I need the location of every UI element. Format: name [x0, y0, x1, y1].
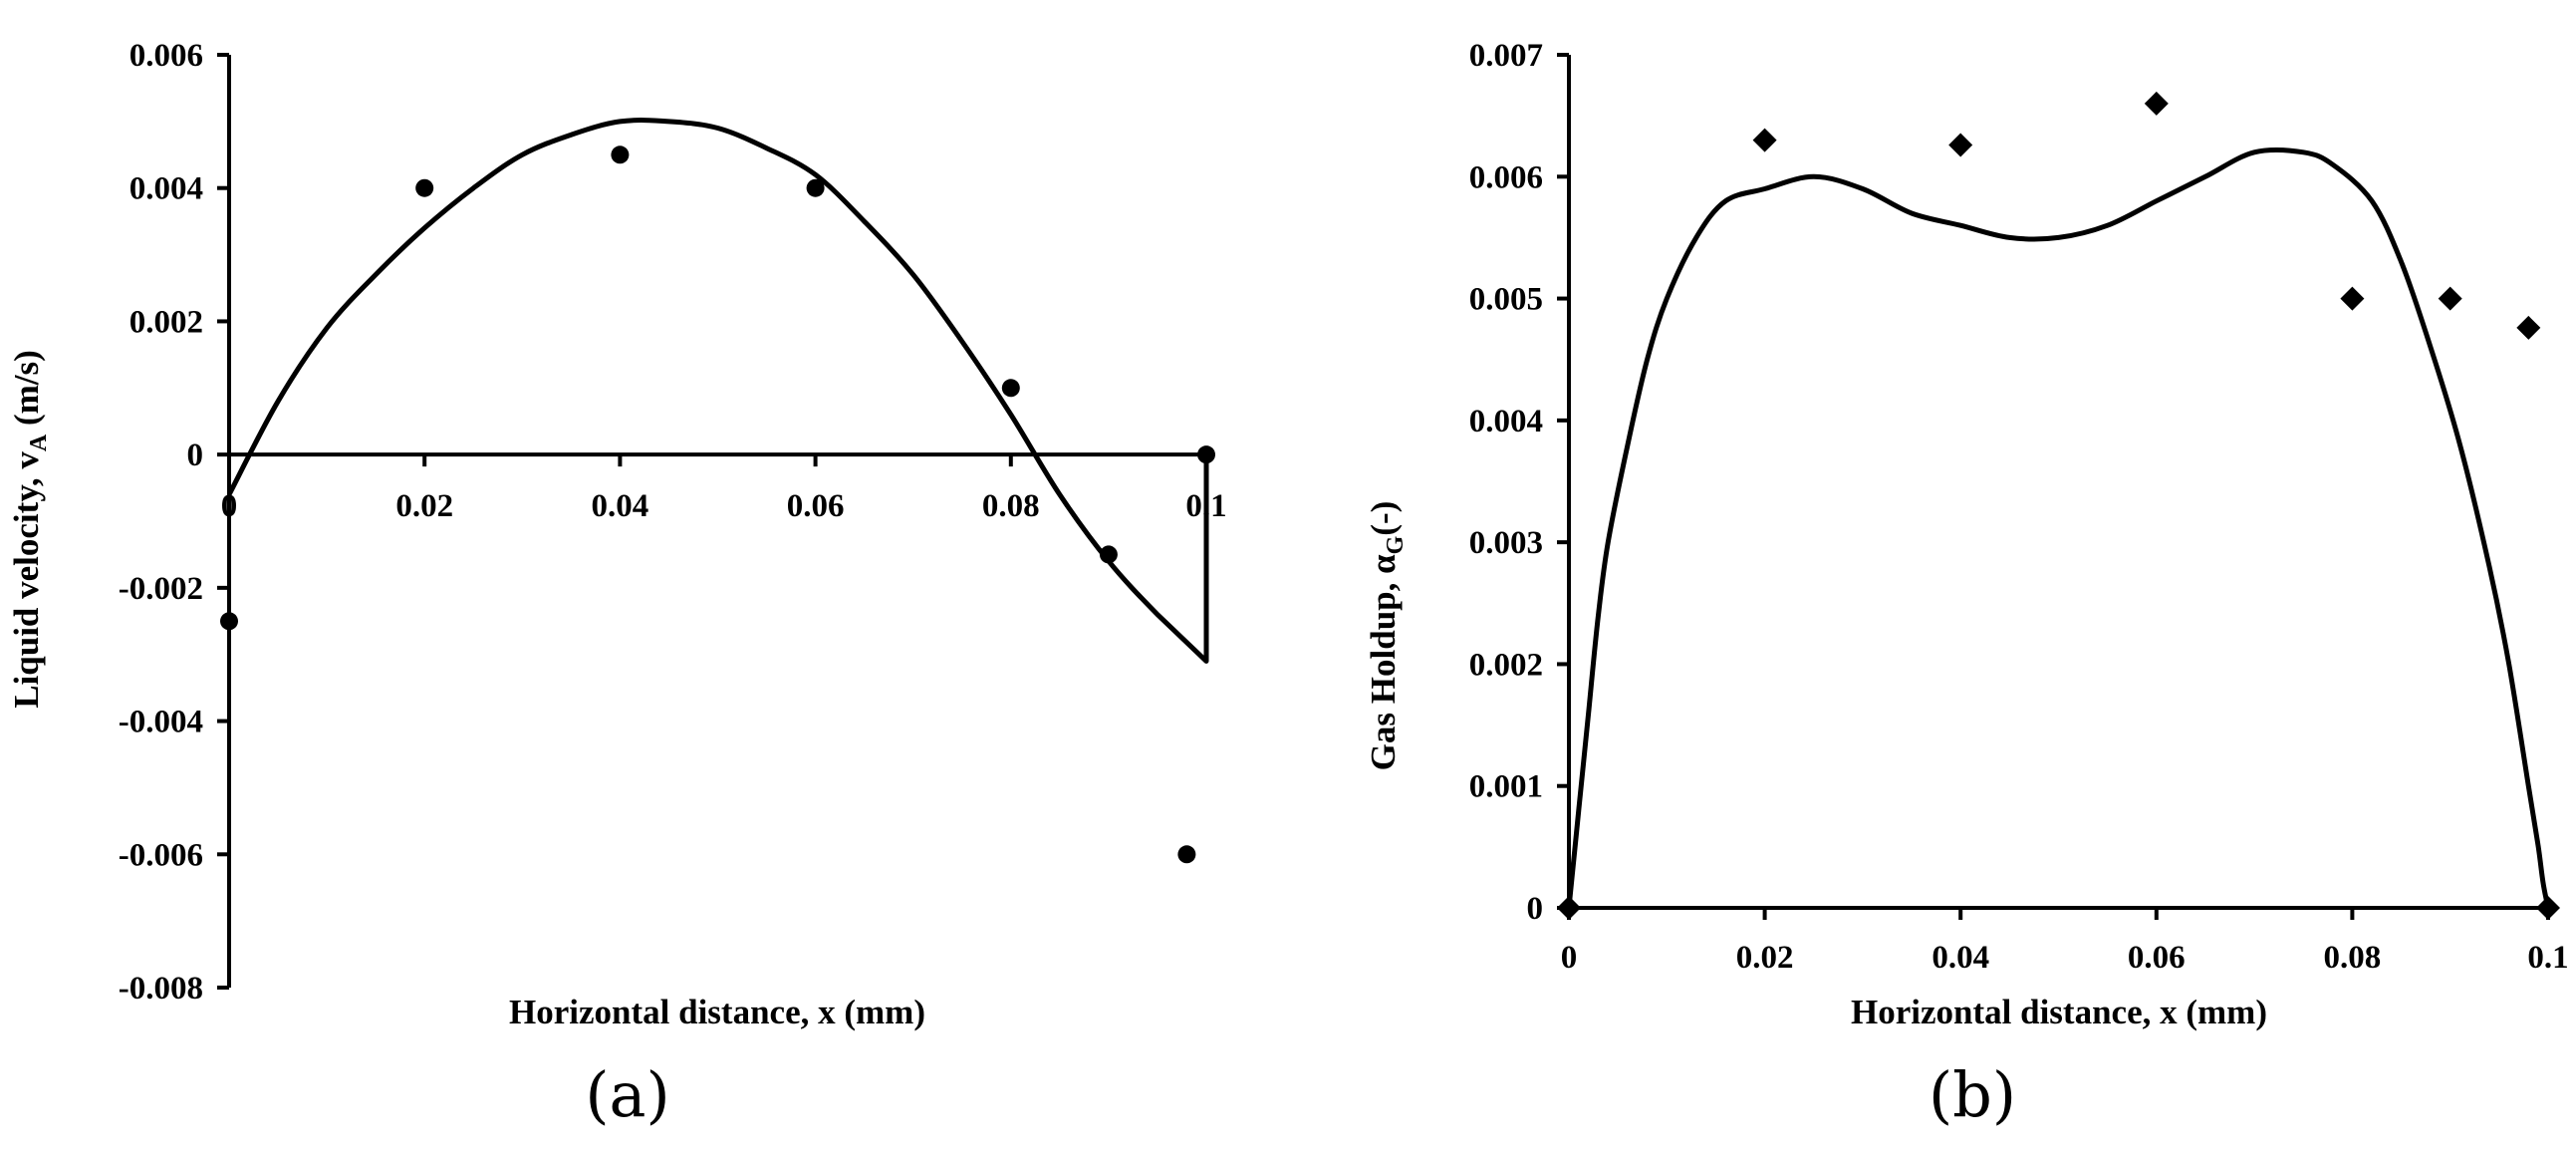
y-tick-label: 0.006	[129, 38, 203, 74]
chart-a-axes	[217, 53, 1208, 990]
data-point-diamond	[2516, 315, 2541, 340]
x-tick-label: 0.04	[592, 488, 649, 524]
chart-b-y-axis-label: Gas Holdup, αG(-)	[1364, 501, 1409, 771]
data-point-circle	[1001, 379, 1020, 398]
y-tick-label: -0.004	[119, 705, 203, 740]
data-point-diamond	[1948, 133, 1973, 157]
data-point-circle	[611, 145, 630, 164]
y-tick-label: 0.003	[1469, 525, 1543, 561]
x-tick-label: 0.02	[395, 488, 453, 524]
chart-a-x-axis-label: Horizontal distance, x (mm)	[509, 993, 925, 1031]
y-tick-label: 0	[187, 437, 204, 473]
y-tick-label: 0.006	[1469, 159, 1543, 195]
x-tick-label: 0	[1561, 940, 1578, 976]
data-point-diamond	[2438, 286, 2462, 311]
chart-a-y-axis-label: Liquid velocity, vA (m/s)	[7, 350, 52, 709]
x-tick-label: 0.06	[2128, 940, 2186, 976]
data-point-circle	[415, 178, 434, 197]
y-tick-label: -0.006	[119, 837, 203, 873]
chart-a-liquid-velocity: 0.006 0.004 0.002 0 -0.002 -0.004 -0.006 -0.008…	[7, 38, 1227, 1131]
chart-a-fit-curve	[226, 118, 1209, 664]
y-tick-label: 0	[1527, 891, 1544, 927]
y-tick-label: 0.004	[129, 171, 203, 207]
x-tick-label: 0.06	[787, 488, 845, 524]
y-tick-label: 0.001	[1469, 769, 1543, 805]
y-tick-label: 0.002	[129, 304, 203, 340]
panel-label-a: (a)	[585, 1058, 669, 1131]
data-point-circle	[220, 612, 238, 631]
chart-a-x-tick-labels: 0 0.02 0.04 0.06 0.08 0.1	[221, 488, 1227, 524]
x-tick-label: 0.1	[2527, 940, 2568, 976]
data-point-circle	[806, 178, 825, 197]
chart-a-y-tick-labels: 0.006 0.004 0.002 0 -0.002 -0.004 -0.006 -0.008	[119, 38, 203, 1007]
chart-a-series	[220, 118, 1215, 864]
chart-b-series	[1557, 91, 2560, 920]
y-tick-label: -0.008	[119, 971, 203, 1007]
chart-b-fit-curve	[1566, 147, 2551, 909]
chart-b-y-tick-labels: 0.007 0.006 0.005 0.004 0.003 0.002 0.001 0	[1469, 38, 1543, 927]
chart-b-x-axis-label: Horizontal distance, x (mm)	[1851, 993, 2267, 1031]
y-tick-label: 0.005	[1469, 282, 1543, 318]
x-tick-label: 0.08	[982, 488, 1040, 524]
data-point-circle	[1177, 845, 1196, 864]
chart-b-x-tick-labels: 0 0.02 0.04 0.06 0.08 0.1	[1561, 940, 2569, 976]
data-point-diamond	[2144, 91, 2169, 116]
data-point-diamond	[2340, 286, 2365, 311]
y-tick-label: 0.007	[1469, 38, 1543, 74]
x-tick-label: 0.08	[2324, 940, 2382, 976]
x-tick-label: 0.04	[1932, 940, 1989, 976]
panel-label-b: (b)	[1929, 1058, 2016, 1131]
data-point-diamond	[1752, 128, 1777, 152]
y-tick-label: -0.002	[119, 571, 203, 607]
chart-b-axes	[1557, 53, 2550, 920]
x-tick-label: 0.02	[1736, 940, 1794, 976]
y-tick-label: 0.004	[1469, 404, 1543, 439]
y-tick-label: 0.002	[1469, 647, 1543, 683]
